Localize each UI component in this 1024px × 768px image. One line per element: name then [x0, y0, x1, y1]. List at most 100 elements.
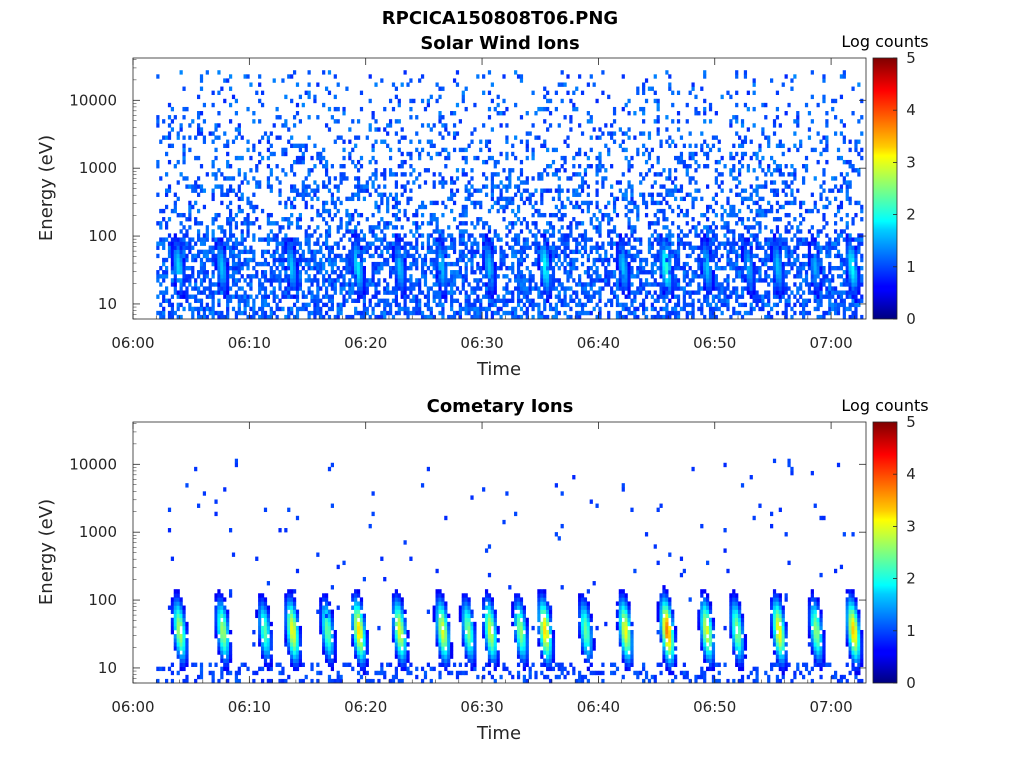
heatmap-cell — [723, 221, 727, 226]
heatmap-cell — [467, 233, 471, 238]
heatmap-cell — [194, 217, 198, 222]
heatmap-cell — [359, 237, 364, 242]
heatmap-cell — [444, 261, 448, 267]
heatmap-cell — [627, 237, 631, 242]
heatmap-cell — [668, 265, 672, 271]
heatmap-cell — [403, 286, 407, 291]
heatmap-cell — [217, 212, 221, 218]
heatmap-cell — [595, 164, 599, 169]
heatmap-cell — [432, 217, 436, 222]
heatmap-cell — [653, 237, 657, 242]
heatmap-cell — [653, 229, 657, 234]
heatmap-cell — [534, 111, 538, 116]
heatmap-cell — [738, 302, 742, 308]
heatmap-cell — [671, 249, 675, 255]
heatmap-cell — [234, 294, 239, 299]
heatmap-cell — [831, 265, 835, 271]
heatmap-cell — [743, 302, 748, 308]
heatmap-cell — [365, 286, 369, 291]
heatmap-cell — [598, 225, 602, 230]
heatmap-cell — [435, 302, 439, 308]
heatmap-cell — [173, 208, 177, 214]
heatmap-cell — [290, 135, 294, 140]
heatmap-cell — [304, 257, 308, 263]
heatmap-cell — [534, 188, 538, 193]
heatmap-cell — [656, 249, 660, 255]
heatmap-cell — [409, 164, 413, 169]
heatmap-cell — [610, 192, 614, 197]
heatmap-cell — [374, 204, 378, 210]
heatmap-cell — [557, 278, 561, 283]
heatmap-cell — [447, 245, 451, 250]
heatmap-cell — [630, 302, 634, 308]
heatmap-cell — [255, 204, 259, 210]
heatmap-cell — [322, 253, 326, 259]
heatmap-cell — [167, 159, 172, 165]
heatmap-cell — [589, 245, 593, 250]
heatmap-cell — [487, 290, 492, 295]
heatmap-cell — [211, 159, 215, 165]
heatmap-cell — [426, 245, 430, 250]
heatmap-cell — [804, 302, 809, 308]
heatmap-cell — [162, 294, 166, 299]
heatmap-cell — [845, 257, 849, 263]
heatmap-cell — [650, 86, 654, 91]
heatmap-cell — [607, 274, 611, 279]
heatmap-cell — [732, 208, 736, 214]
heatmap-cell — [703, 241, 707, 246]
heatmap-cell — [668, 286, 672, 291]
heatmap-cell — [548, 253, 553, 259]
heatmap-cell — [287, 286, 291, 291]
heatmap-cell — [307, 135, 311, 140]
heatmap-cell — [708, 241, 713, 246]
heatmap-cell — [176, 245, 180, 250]
heatmap-cell — [612, 111, 617, 116]
heatmap-cell — [362, 237, 366, 242]
heatmap-cell — [426, 237, 430, 242]
heatmap-cell — [671, 180, 675, 185]
heatmap-cell — [243, 237, 247, 242]
heatmap-cell — [819, 139, 823, 144]
heatmap-cell — [642, 270, 646, 275]
heatmap-cell — [258, 306, 262, 312]
heatmap-cell — [214, 135, 218, 140]
heatmap-cell — [348, 290, 352, 295]
heatmap-cell — [604, 265, 608, 271]
heatmap-cell — [185, 278, 189, 283]
heatmap-cell — [569, 127, 573, 132]
heatmap-cell — [778, 164, 782, 169]
heatmap-cell — [255, 217, 259, 222]
heatmap-cell — [298, 119, 303, 124]
heatmap-cell — [470, 241, 474, 246]
heatmap-cell — [557, 184, 561, 189]
heatmap-cell — [444, 282, 448, 287]
heatmap-cell — [205, 286, 209, 291]
heatmap-cell — [537, 229, 541, 234]
heatmap-cell — [211, 298, 215, 303]
heatmap-cell — [697, 286, 701, 291]
heatmap-cell — [589, 282, 593, 287]
heatmap-cell — [758, 306, 762, 312]
heatmap-cell — [226, 286, 230, 291]
heatmap-cell — [435, 253, 439, 259]
heatmap-cell — [676, 278, 681, 283]
heatmap-cell — [467, 237, 471, 242]
heatmap-cell — [706, 233, 710, 238]
heatmap-cell — [397, 200, 401, 206]
heatmap-cell — [211, 229, 215, 234]
heatmap-cell — [627, 253, 631, 259]
heatmap-cell — [484, 221, 489, 226]
heatmap-cell — [345, 314, 349, 320]
heatmap-cell — [842, 180, 846, 185]
heatmap-cell — [778, 278, 782, 283]
heatmap-cell — [671, 233, 675, 238]
heatmap-cell — [607, 229, 611, 234]
heatmap-cell — [580, 245, 585, 250]
heatmap-cell — [787, 298, 791, 303]
heatmap-cell — [237, 249, 241, 255]
heatmap-cell — [281, 257, 285, 263]
heatmap-cell — [362, 196, 366, 202]
heatmap-cell — [228, 245, 233, 250]
heatmap-cell — [772, 188, 777, 193]
heatmap-cell — [415, 261, 419, 267]
